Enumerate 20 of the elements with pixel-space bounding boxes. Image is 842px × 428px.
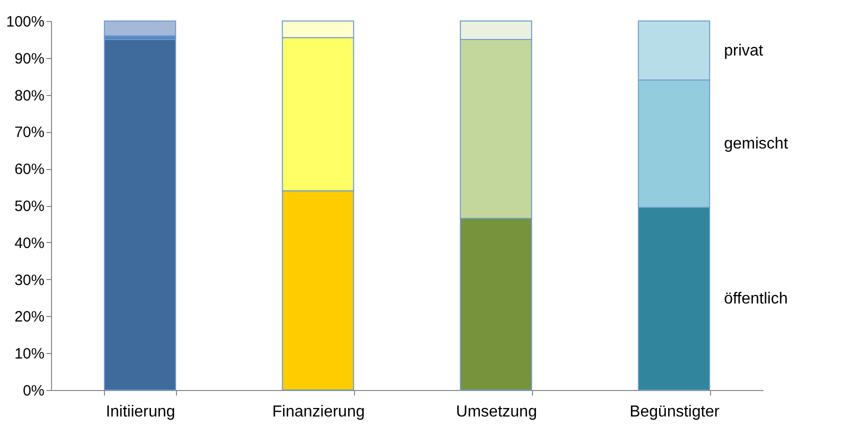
series-label: gemischt — [724, 136, 789, 153]
y-tick-label: 30% — [14, 272, 44, 289]
y-tick-label: 50% — [14, 198, 44, 215]
series-label: öffentlich — [724, 290, 788, 308]
series-label: privat — [724, 42, 764, 60]
x-tick-label: Finanzierung — [272, 404, 365, 420]
bar — [104, 20, 176, 36]
y-tick-label: 20% — [14, 308, 44, 326]
x-tick-label: Initiierung — [106, 404, 176, 420]
x-tick-label: Umsetzung — [456, 404, 537, 420]
y-tick-label: 40% — [14, 234, 44, 252]
bar — [104, 38, 176, 390]
y-tick-label: 70% — [14, 124, 44, 142]
y-tick-label: 0% — [22, 382, 44, 400]
y-tick-label: 90% — [14, 50, 44, 68]
y-tick-label: 100% — [6, 14, 44, 30]
y-tick-label: 60% — [14, 161, 44, 178]
y-tick-label: 10% — [14, 346, 44, 363]
x-tick-label: Begünstigter — [630, 404, 720, 420]
y-tick-label: 80% — [14, 87, 44, 104]
